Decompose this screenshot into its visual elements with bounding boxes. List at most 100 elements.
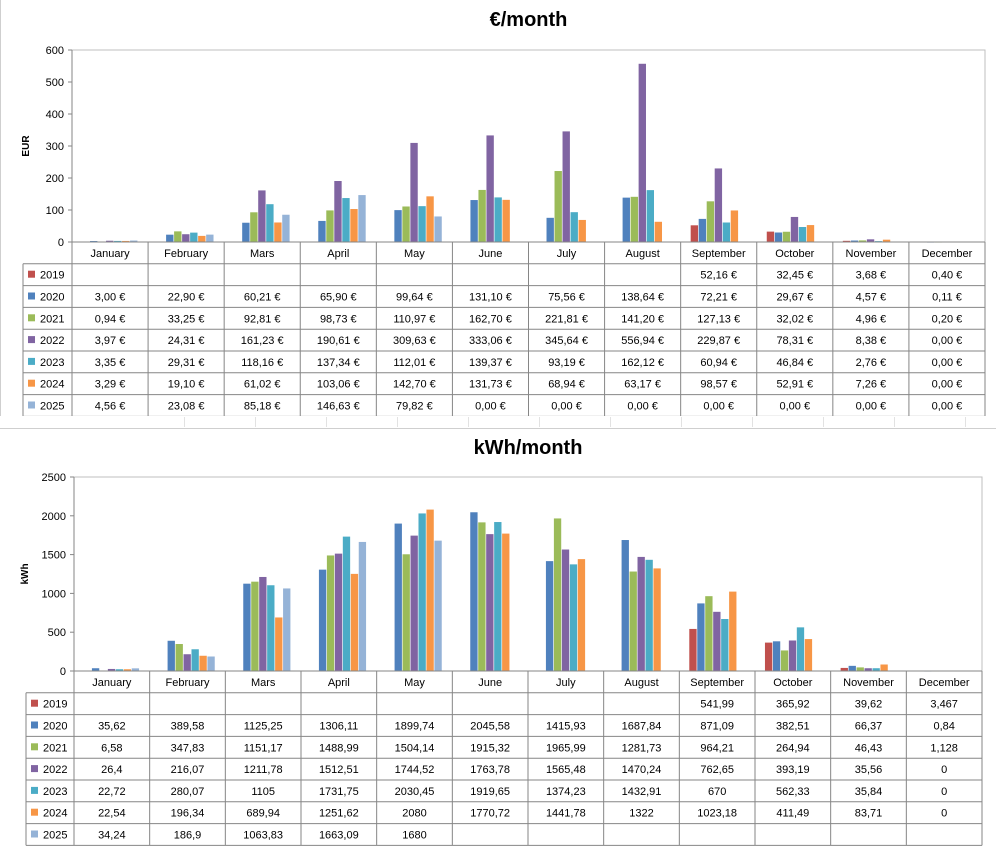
chart2-table-cell: 541,99 — [700, 699, 734, 711]
chart1-bar-2019-November — [842, 240, 851, 242]
chart1-table-cell: 79,82 € — [396, 401, 433, 413]
chart2-table-cell: 35,56 — [855, 764, 883, 776]
chart2-table-cell: 1306,11 — [319, 721, 358, 733]
chart1-legend-swatch-2025 — [28, 401, 35, 409]
chart2-y-tick-label: 1000 — [42, 588, 66, 600]
chart2-category-label: January — [92, 677, 132, 689]
chart1-bar-2024-April — [350, 209, 358, 242]
chart2-title: kWh/month — [474, 437, 583, 459]
chart2-bar-2020-November — [848, 665, 856, 671]
chart1-bar-2024-November — [882, 239, 891, 242]
chart2-table-cell: 26,4 — [101, 764, 122, 776]
chart2-table-cell: 1915,32 — [470, 742, 510, 754]
chart2-table-cell: 280,07 — [171, 786, 205, 798]
chart2-table-cell: 762,65 — [700, 764, 734, 776]
chart2-table-cell: 411,49 — [776, 808, 809, 820]
chart1-bar-2022-Mars — [258, 190, 266, 242]
chart2-table-cell: 1432,91 — [622, 786, 662, 798]
chart2-bar-2022-November — [864, 668, 872, 671]
chart2-table-cell: 871,09 — [700, 721, 734, 733]
chart1-table-cell: 0,11 € — [932, 292, 962, 304]
chart1-table-cell: 221,81 € — [545, 313, 588, 325]
chart2-table-cell: 34,24 — [98, 830, 126, 842]
chart2-bar-2020-October — [772, 641, 781, 671]
chart2-table-cell: 0 — [941, 786, 947, 798]
chart1-table-cell: 32,02 € — [776, 313, 813, 325]
chart2-table-cell: 1441,78 — [546, 808, 586, 820]
chart2-bar-2024-September — [729, 591, 737, 671]
chart1-table-cell: 3,00 € — [95, 292, 126, 304]
chart2-table-cell: 1763,78 — [470, 764, 510, 776]
chart1-category-label: October — [775, 248, 814, 260]
chart1-table-cell: 141,20 € — [621, 313, 664, 325]
chart1-bar-2020-May — [394, 210, 402, 242]
chart1-bar-2022-September — [714, 168, 723, 242]
chart2-bar-2022-August — [637, 556, 645, 671]
eur-chart-svg: €/month EUR 0 100 200 300 400 500 600 January Febr… — [21, 9, 986, 417]
chart1-table-cell: 0,20 € — [932, 313, 963, 325]
chart2-category-label: August — [624, 677, 658, 689]
chart1-table-cell: 162,70 € — [469, 313, 512, 325]
chart2-bar-2025-January — [131, 668, 140, 671]
chart2-table-cell: 1680 — [402, 830, 426, 842]
chart2-legend-label-2022: 2022 — [43, 764, 67, 776]
chart1-table-cell: 0,00 € — [856, 401, 887, 413]
chart2-table-cell: 22,54 — [98, 808, 126, 820]
chart2-bar-2021-June — [478, 522, 486, 671]
chart2-bar-2023-August — [645, 559, 653, 671]
chart2-bar-2020-Mars — [243, 583, 251, 671]
chart1-table-cell: 4,96 € — [856, 313, 887, 325]
chart1-bar-2023-April — [342, 198, 350, 242]
chart2-category-label: February — [165, 677, 210, 689]
chart2-table-cell: 66,37 — [855, 721, 883, 733]
chart2-table-cell: 35,62 — [98, 721, 126, 733]
chart2-y-axis-label: kWh — [20, 563, 31, 584]
chart1-bar-2020-April — [318, 220, 326, 242]
chart1-table-cell: 98,57 € — [700, 379, 737, 391]
chart1-table-cell: 60,94 € — [700, 357, 737, 369]
chart1-bar-2020-November — [850, 240, 859, 242]
chart1-bar-2021-May — [402, 206, 410, 242]
chart2-table-cell: 1105 — [251, 786, 275, 798]
chart2-bar-2024-April — [350, 573, 359, 671]
chart2-table-cell: 365,92 — [776, 699, 810, 711]
chart2-bar-2021-Mars — [251, 581, 259, 671]
chart1-table-cell: 46,84 € — [776, 357, 813, 369]
chart2-y-tick-label: 1500 — [42, 550, 66, 562]
chart2-legend-swatch-2024 — [31, 808, 38, 816]
chart1-bar-2024-June — [502, 199, 510, 242]
chart1-table-cell: 23,08 € — [168, 401, 205, 413]
chart2-bar-2024-June — [502, 533, 510, 671]
chart1-table-cell: 309,63 € — [393, 335, 436, 347]
chart2-bar-2024-November — [880, 664, 888, 671]
chart1-bar-2025-Mars — [282, 214, 290, 242]
chart2-legend-swatch-2020 — [31, 721, 38, 729]
chart2-bar-2025-April — [358, 541, 367, 671]
chart2-table-cell: 382,51 — [776, 721, 810, 733]
chart2-table-cell: 196,34 — [171, 808, 205, 820]
chart2-bar-2024-May — [426, 509, 434, 671]
chart1-table-cell: 8,38 € — [856, 335, 887, 347]
chart2-category-label: September — [690, 677, 744, 689]
chart2-bar-2021-November — [856, 667, 864, 671]
chart2-table-cell: 35,84 — [855, 786, 883, 798]
chart1-bar-2024-July — [578, 219, 586, 242]
chart1-bar-2022-November — [866, 239, 875, 242]
chart2-bar-2021-April — [326, 555, 335, 671]
chart2-category-label: November — [843, 677, 894, 689]
chart1-bar-2021-February — [174, 231, 182, 242]
chart1-category-label: April — [327, 248, 349, 260]
chart1-table-cell: 0,00 € — [932, 379, 963, 391]
chart1-bar-2021-September — [706, 201, 715, 242]
chart1-table-cell: 61,02 € — [244, 379, 281, 391]
chart2-bar-2019-November — [840, 667, 848, 671]
chart2-table-cell: 1251,62 — [319, 808, 359, 820]
chart1-bar-2022-June — [486, 135, 494, 242]
chart1-bar-2025-May — [434, 216, 442, 242]
chart2-table-cell: 0 — [941, 764, 947, 776]
chart1-bar-2023-January — [114, 240, 122, 242]
chart1-y-tick-label: 100 — [46, 205, 64, 217]
chart2-bar-2024-October — [804, 639, 813, 671]
chart1-bar-2021-October — [782, 231, 791, 242]
chart2-bar-2024-February — [199, 655, 207, 671]
